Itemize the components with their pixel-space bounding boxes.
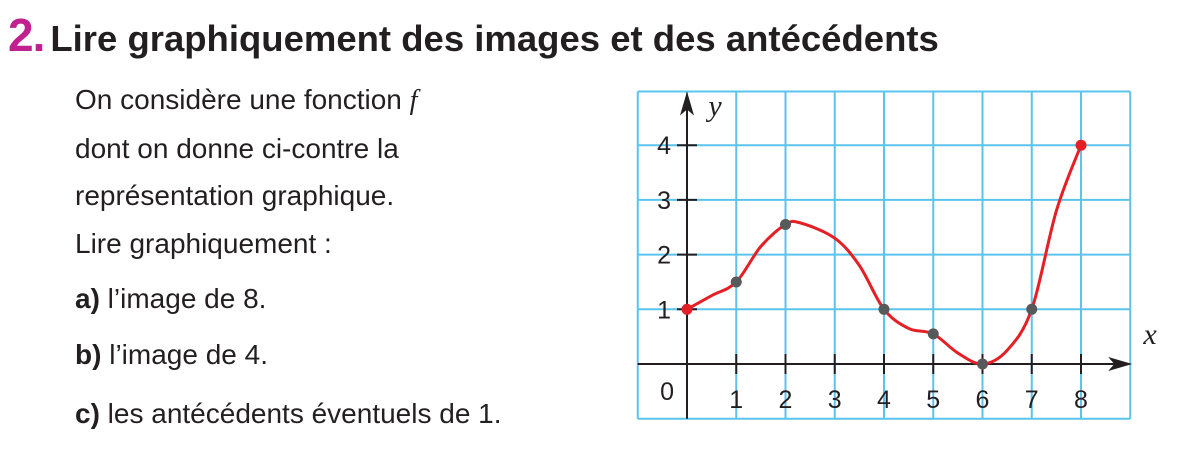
question-text: l’image de 4. — [101, 339, 268, 370]
question-text: les antécédents éventuels de 1. — [99, 398, 502, 429]
intro-line-3: représentation graphique. — [75, 180, 395, 211]
x-tick-label: 1 — [729, 386, 743, 414]
intro-line-1: On considère une fonction f — [75, 84, 417, 117]
exercise-number: 2. — [8, 9, 45, 61]
curve-point — [977, 358, 988, 370]
question-b: b) l’image de 4. — [75, 339, 268, 371]
x-axis-label: x — [1142, 318, 1157, 351]
question-label: b) — [75, 339, 102, 370]
curve-point — [780, 219, 791, 231]
x-tick-label: 5 — [926, 386, 940, 414]
intro-line-2: dont on donne ci-contre la — [75, 133, 399, 164]
axes — [637, 91, 1133, 419]
curve-endpoint — [681, 303, 693, 315]
x-tick-label: 6 — [976, 386, 990, 414]
x-tick-label: 7 — [1025, 386, 1039, 414]
curve-endpoint — [1075, 139, 1087, 151]
intro-text: On considère une fonction — [75, 84, 410, 115]
curve-point — [1026, 303, 1038, 315]
question-c: c) les antécédents éventuels de 1. — [75, 398, 502, 430]
x-tick-label: 2 — [779, 386, 793, 414]
x-tick-label: 4 — [877, 386, 891, 414]
y-tick-label: 3 — [657, 187, 671, 215]
curve-point — [927, 328, 939, 340]
question-text: l’image de 8. — [99, 283, 267, 314]
question-label: a) — [75, 283, 100, 314]
exercise-heading: Lire graphiquement des images et des ant… — [50, 18, 939, 59]
y-tick-label: 1 — [657, 296, 671, 324]
origin-label: 0 — [660, 378, 674, 406]
x-tick-label: 8 — [1074, 386, 1088, 414]
x-axis-arrow-icon — [1108, 357, 1133, 371]
y-tick-label: 2 — [657, 242, 671, 270]
x-tick-label: 3 — [828, 386, 842, 414]
y-axis-arrow-icon — [680, 91, 694, 116]
question-label: c) — [75, 398, 100, 429]
intro-line-4: Lire graphiquement : — [75, 228, 332, 259]
function-name: f — [409, 85, 418, 116]
y-tick-label: 4 — [657, 132, 671, 160]
curve-point — [730, 276, 742, 288]
points — [681, 139, 1087, 370]
exercise-title: 2. Lire graphiquement des images et des a… — [8, 8, 939, 62]
curve-point — [878, 303, 890, 315]
question-a: a) l’image de 8. — [75, 283, 266, 315]
y-axis-label: y — [705, 90, 722, 123]
tick-labels: 1 2 3 4 5 6 7 8 1 2 3 4 0 x y — [657, 90, 1157, 415]
